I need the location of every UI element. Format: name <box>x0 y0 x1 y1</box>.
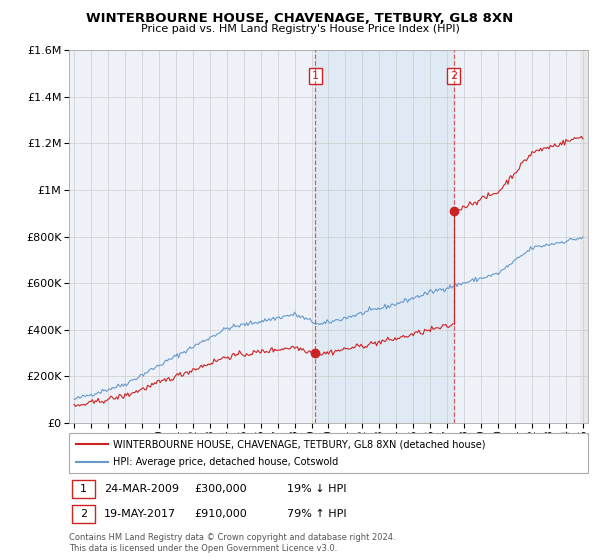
Text: 2: 2 <box>450 71 457 81</box>
Text: £910,000: £910,000 <box>194 509 247 519</box>
Text: WINTERBOURNE HOUSE, CHAVENAGE, TETBURY, GL8 8XN (detached house): WINTERBOURNE HOUSE, CHAVENAGE, TETBURY, … <box>113 439 485 449</box>
Text: 2: 2 <box>80 509 87 519</box>
Text: 24-MAR-2009: 24-MAR-2009 <box>104 484 179 494</box>
Text: Contains HM Land Registry data © Crown copyright and database right 2024.
This d: Contains HM Land Registry data © Crown c… <box>69 533 395 553</box>
Text: WINTERBOURNE HOUSE, CHAVENAGE, TETBURY, GL8 8XN: WINTERBOURNE HOUSE, CHAVENAGE, TETBURY, … <box>86 12 514 25</box>
Text: 1: 1 <box>312 71 319 81</box>
Text: Price paid vs. HM Land Registry's House Price Index (HPI): Price paid vs. HM Land Registry's House … <box>140 24 460 34</box>
Bar <box>315 50 454 423</box>
Text: HPI: Average price, detached house, Cotswold: HPI: Average price, detached house, Cots… <box>113 457 338 467</box>
Text: 19-MAY-2017: 19-MAY-2017 <box>104 509 176 519</box>
Text: 79% ↑ HPI: 79% ↑ HPI <box>287 509 346 519</box>
Text: 19% ↓ HPI: 19% ↓ HPI <box>287 484 346 494</box>
Text: 1: 1 <box>80 484 87 494</box>
Bar <box>580 50 592 423</box>
Text: £300,000: £300,000 <box>194 484 247 494</box>
